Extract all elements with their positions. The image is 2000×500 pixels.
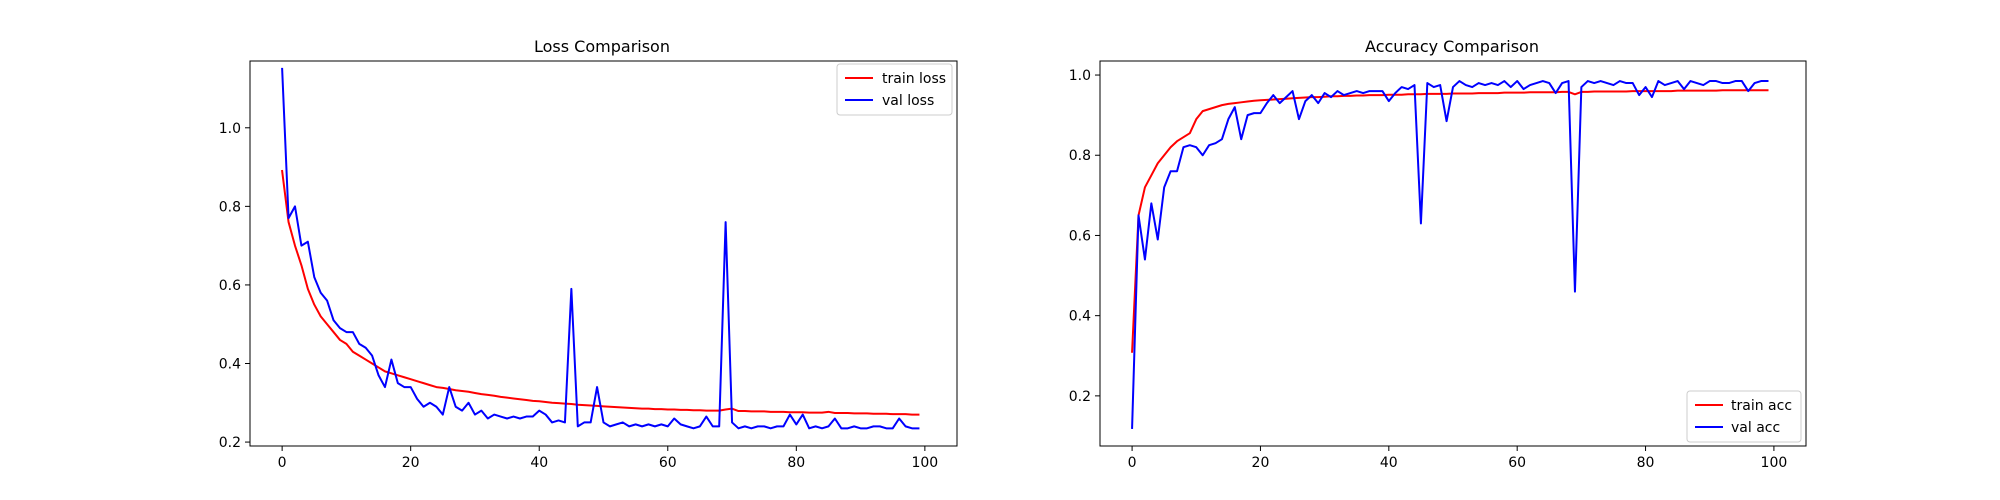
legend-label-train-acc: train acc xyxy=(1731,398,1792,414)
y-tick-label: 0.2 xyxy=(1069,389,1091,405)
y-tick-label: 0.8 xyxy=(1069,148,1091,164)
y-tick-label: 1.0 xyxy=(1069,68,1091,84)
x-tick-label: 80 xyxy=(1637,455,1655,471)
y-tick-label: 1.0 xyxy=(219,121,241,137)
legend: train loss val loss xyxy=(836,63,953,116)
series-line-val-acc xyxy=(1131,80,1769,429)
legend-label-val-acc: val acc xyxy=(1731,420,1780,436)
x-tick-label: 20 xyxy=(1252,455,1270,471)
y-tick-label: 0.2 xyxy=(219,435,241,451)
y-tick-label: 0.4 xyxy=(219,357,241,373)
x-tick-label: 60 xyxy=(659,455,677,471)
series-line-train-acc xyxy=(1131,89,1769,353)
x-tick-label: 60 xyxy=(1508,455,1526,471)
legend-box xyxy=(836,63,953,116)
x-tick-label: 0 xyxy=(1128,455,1137,471)
y-tick-label: 0.4 xyxy=(1069,309,1091,325)
chart-title: Loss Comparison xyxy=(534,37,670,56)
axes-layer: 0 20 40 60 80 100 0.2 0.4 0.6 0.8 1.0 xyxy=(1069,60,1807,471)
y-tick-label: 0.6 xyxy=(219,278,241,294)
plot-frame xyxy=(1099,60,1807,447)
legend: train acc val acc xyxy=(1686,390,1802,443)
series-layer xyxy=(281,67,920,430)
chart-title: Accuracy Comparison xyxy=(1365,37,1539,56)
legend-label-val-loss: val loss xyxy=(882,93,934,109)
x-tick-label: 0 xyxy=(278,455,287,471)
x-tick-label: 100 xyxy=(911,455,938,471)
accuracy-comparison-chart: Accuracy Comparison 0 20 40 60 80 100 0.2 0.4 0.… xyxy=(1069,37,1807,471)
series-line-val-loss xyxy=(281,67,920,430)
y-tick-label: 0.6 xyxy=(1069,228,1091,244)
series-layer xyxy=(1131,80,1769,429)
x-tick-label: 20 xyxy=(402,455,420,471)
legend-box xyxy=(1686,390,1802,443)
x-tick-label: 40 xyxy=(1380,455,1398,471)
loss-comparison-chart: Loss Comparison 0 20 40 60 80 100 0.2 0.4 0.6 0.8… xyxy=(219,37,958,471)
plot-frame xyxy=(249,60,958,447)
x-tick-label: 100 xyxy=(1761,455,1788,471)
x-tick-label: 40 xyxy=(530,455,548,471)
axes-layer: 0 20 40 60 80 100 0.2 0.4 0.6 0.8 1.0 xyxy=(219,60,958,471)
x-tick-label: 80 xyxy=(787,455,805,471)
legend-label-train-loss: train loss xyxy=(882,71,946,87)
y-tick-label: 0.8 xyxy=(219,199,241,215)
